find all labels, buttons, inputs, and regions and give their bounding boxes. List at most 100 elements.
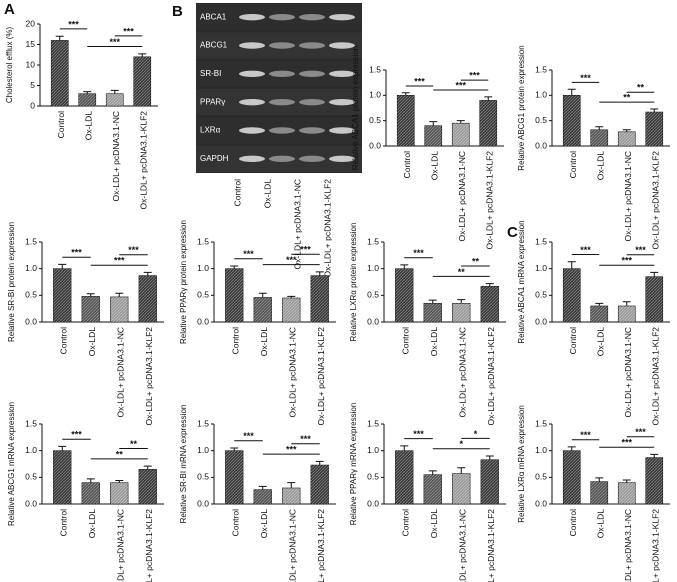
x-tick-label: Control xyxy=(568,151,578,179)
blot-band xyxy=(329,155,355,163)
bar-texture xyxy=(395,450,414,504)
y-axis-label: Relative PPARγ mRNA expression xyxy=(349,403,358,526)
bar-texture xyxy=(225,268,244,322)
blot-band xyxy=(239,98,265,106)
y-tick-label: 1.5 xyxy=(369,64,381,74)
error-bar xyxy=(650,271,659,277)
x-tick-label: Ox-LDL xyxy=(596,151,606,181)
error-bar xyxy=(429,121,438,126)
significance-label: *** xyxy=(71,430,82,440)
x-tick-label: Control xyxy=(59,327,69,355)
y-tick-label: 1.0 xyxy=(367,445,379,455)
significance-label: * xyxy=(459,439,463,449)
error-bar xyxy=(485,455,494,460)
y-tick-label: 0.5 xyxy=(197,472,209,482)
error-bar xyxy=(567,261,576,269)
x-tick-label: Ox-LDL+ pcDNA3.1-NC xyxy=(288,327,298,417)
bar-texture xyxy=(618,131,636,146)
significance-label: *** xyxy=(413,429,424,439)
x-tick-label: Ox-LDL xyxy=(596,327,606,357)
significance-label: *** xyxy=(114,256,125,266)
significance-label: *** xyxy=(71,248,82,258)
significance-label: *** xyxy=(621,256,632,266)
y-tick-label: 0.0 xyxy=(535,140,547,150)
x-tick-label: Control xyxy=(231,509,241,537)
bar-texture xyxy=(110,296,129,322)
x-tick-label: Control xyxy=(59,509,69,537)
y-axis-label: Relative LXRα protein expression xyxy=(349,223,358,342)
error-bar xyxy=(650,108,659,113)
x-tick-label: Ox-LDL+ pcDNA3.1-KLF2 xyxy=(144,509,154,582)
blot-band xyxy=(269,98,295,106)
blot-band xyxy=(239,42,265,49)
blot-band xyxy=(299,42,325,49)
blot-band xyxy=(239,127,265,134)
error-bar xyxy=(595,302,604,306)
error-bar xyxy=(230,447,239,451)
significance-label: *** xyxy=(580,73,591,83)
bar-texture xyxy=(618,482,636,504)
x-tick-label: Ox-LDL+ pcDNA3.1-KLF2 xyxy=(651,509,661,582)
error-bar xyxy=(622,479,631,483)
error-bar xyxy=(401,92,410,96)
y-tick-label: 0.5 xyxy=(25,472,37,482)
error-bar xyxy=(315,271,324,276)
x-tick-label: Ox-LDL xyxy=(430,151,440,181)
blot-band xyxy=(269,155,295,163)
x-tick-label: Ox-LDL xyxy=(259,509,269,539)
significance-label: *** xyxy=(109,37,120,47)
significance-label: *** xyxy=(413,248,424,258)
bar-texture xyxy=(452,303,471,322)
x-tick-label: Ox-LDL+ pcDNA3.1-KLF2 xyxy=(486,327,496,426)
error-bar xyxy=(86,478,95,483)
y-tick-label: 0.5 xyxy=(535,472,547,482)
blot-band xyxy=(239,13,265,21)
error-bar xyxy=(58,445,67,451)
error-bar xyxy=(457,299,466,304)
significance-label: *** xyxy=(300,245,311,255)
significance-label: *** xyxy=(243,431,254,441)
y-tick-label: 0.5 xyxy=(369,115,381,125)
blot-row-label: ABCG1 xyxy=(200,41,228,50)
y-tick-label: 1.5 xyxy=(535,64,547,74)
blot-band xyxy=(329,42,355,49)
error-bar xyxy=(457,467,466,474)
bar-texture xyxy=(397,95,415,146)
x-tick-label: Ox-LDL xyxy=(87,509,97,539)
y-axis-label: Relative ABCA1 mRNA expression xyxy=(517,220,526,343)
y-axis-label: Relative PPARγ protein expression xyxy=(179,220,188,344)
y-axis-label: Relative SR-BI protein expression xyxy=(7,222,16,342)
bar-texture xyxy=(452,123,470,146)
x-tick-label: Ox-LDL+ pcDNA3.1-NC xyxy=(458,509,468,582)
blot-row-label: PPARγ xyxy=(200,97,225,106)
error-bar xyxy=(485,283,494,287)
bar-texture xyxy=(81,482,100,504)
y-tick-label: 0.0 xyxy=(197,498,209,508)
x-tick-label: Ox-LDL+ pcDNA3.1-NC xyxy=(623,509,633,582)
significance-label: ** xyxy=(116,449,124,459)
y-axis-label: Relative ABCG1 protein expression xyxy=(517,45,526,170)
significance-label: *** xyxy=(286,445,297,455)
significance-label: ** xyxy=(623,93,631,103)
x-tick-label: Control xyxy=(401,327,411,355)
significance-label: ** xyxy=(458,267,466,277)
y-tick-label: 1.0 xyxy=(25,445,37,455)
error-bar xyxy=(400,264,409,269)
y-tick-label: 1.5 xyxy=(535,236,547,246)
error-bar xyxy=(258,292,267,298)
significance-label: *** xyxy=(621,438,632,448)
error-bar xyxy=(86,293,95,297)
y-tick-label: 1.0 xyxy=(369,90,381,100)
bar-texture xyxy=(395,268,414,322)
x-tick-label: Control xyxy=(568,509,578,537)
significance-label: *** xyxy=(635,427,646,437)
blot-band xyxy=(329,98,355,106)
blot-band xyxy=(239,70,265,78)
y-tick-label: 10 xyxy=(26,59,36,69)
bar-texture xyxy=(645,276,663,322)
error-bar xyxy=(622,129,631,132)
x-tick-label: Control xyxy=(56,111,66,139)
bar-texture xyxy=(138,469,157,504)
x-tick-label: Ox-LDL+ pcDNA3.1-KLF2 xyxy=(316,509,326,582)
